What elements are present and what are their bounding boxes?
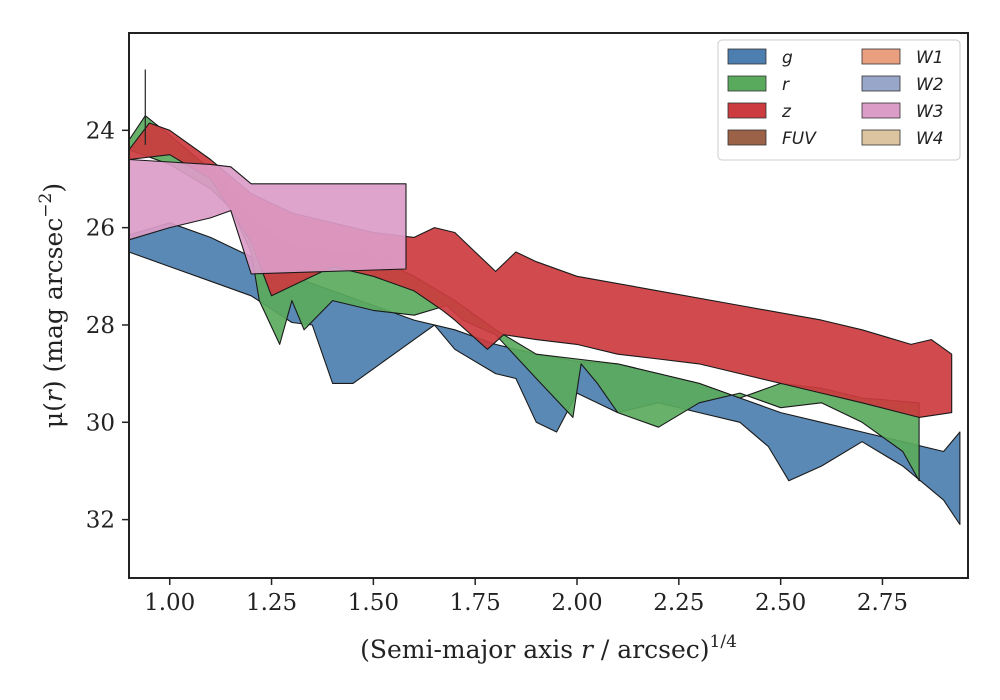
legend-swatch-z	[727, 102, 767, 119]
legend-swatch-w2	[861, 75, 901, 92]
x-tick-label: 1.25	[246, 590, 297, 616]
legend-label-w1: W1	[916, 48, 944, 68]
y-tick-label: 28	[86, 313, 115, 339]
legend-label-g: g	[782, 48, 793, 68]
x-axis-title: (Semi-major axis r / arcsec)1/4	[360, 632, 737, 664]
x-tick-label: 1.75	[450, 590, 501, 616]
x-tick-label: 1.00	[144, 590, 195, 616]
y-tick-label: 30	[86, 410, 115, 436]
y-axis-title: μ(r) (mag arcsec−2)	[36, 183, 68, 428]
legend-label-fuv: FUV	[782, 129, 817, 149]
legend-label-r: r	[782, 75, 790, 95]
legend-swatch-fuv	[727, 129, 767, 146]
x-tick-label: 2.75	[857, 590, 908, 616]
plot-frame	[128, 32, 969, 579]
legend-label-w3: W3	[916, 102, 944, 122]
legend-swatch-r	[727, 75, 767, 92]
series-area-z	[128, 122, 953, 418]
y-tick-label: 26	[86, 216, 115, 242]
legend-swatch-g	[727, 48, 767, 65]
series-layer	[128, 115, 961, 526]
x-axis: 1.00 1.25 1.50 1.75 2.00 2.25 2.50 2.75	[144, 578, 908, 616]
x-tick-label: 1.50	[348, 590, 399, 616]
series-area-w3	[128, 158, 407, 275]
legend-swatch-w4	[861, 129, 901, 146]
legend: grz FUV W1 W2 W3 W4	[717, 39, 961, 161]
legend-label-z: z	[781, 102, 792, 122]
legend-swatch-w1	[861, 48, 901, 65]
x-tick-label: 2.00	[551, 590, 602, 616]
legend-label-w2: W2	[916, 75, 944, 95]
x-tick-label: 2.50	[755, 590, 806, 616]
y-axis: 24 26 28 30 32	[86, 118, 129, 534]
y-tick-label: 32	[86, 508, 115, 534]
x-tick-label: 2.25	[653, 590, 704, 616]
y-tick-label: 24	[86, 118, 115, 144]
legend-swatch-w3	[861, 102, 901, 119]
legend-label-w4: W4	[916, 129, 944, 149]
